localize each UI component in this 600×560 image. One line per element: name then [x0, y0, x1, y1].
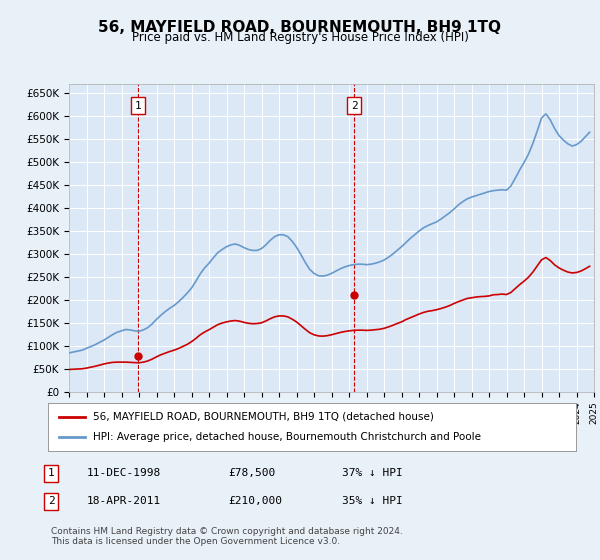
Text: Contains HM Land Registry data © Crown copyright and database right 2024.
This d: Contains HM Land Registry data © Crown c… [51, 526, 403, 546]
Text: £78,500: £78,500 [228, 468, 275, 478]
Text: 18-APR-2011: 18-APR-2011 [87, 496, 161, 506]
Text: 35% ↓ HPI: 35% ↓ HPI [342, 496, 403, 506]
Text: Price paid vs. HM Land Registry's House Price Index (HPI): Price paid vs. HM Land Registry's House … [131, 31, 469, 44]
Text: HPI: Average price, detached house, Bournemouth Christchurch and Poole: HPI: Average price, detached house, Bour… [93, 432, 481, 442]
Text: 11-DEC-1998: 11-DEC-1998 [87, 468, 161, 478]
Text: 1: 1 [134, 101, 142, 110]
Text: 56, MAYFIELD ROAD, BOURNEMOUTH, BH9 1TQ: 56, MAYFIELD ROAD, BOURNEMOUTH, BH9 1TQ [98, 20, 502, 35]
Text: £210,000: £210,000 [228, 496, 282, 506]
Text: 2: 2 [47, 496, 55, 506]
Text: 2: 2 [350, 101, 358, 110]
Text: 1: 1 [47, 468, 55, 478]
Text: 56, MAYFIELD ROAD, BOURNEMOUTH, BH9 1TQ (detached house): 56, MAYFIELD ROAD, BOURNEMOUTH, BH9 1TQ … [93, 412, 434, 422]
Text: 37% ↓ HPI: 37% ↓ HPI [342, 468, 403, 478]
